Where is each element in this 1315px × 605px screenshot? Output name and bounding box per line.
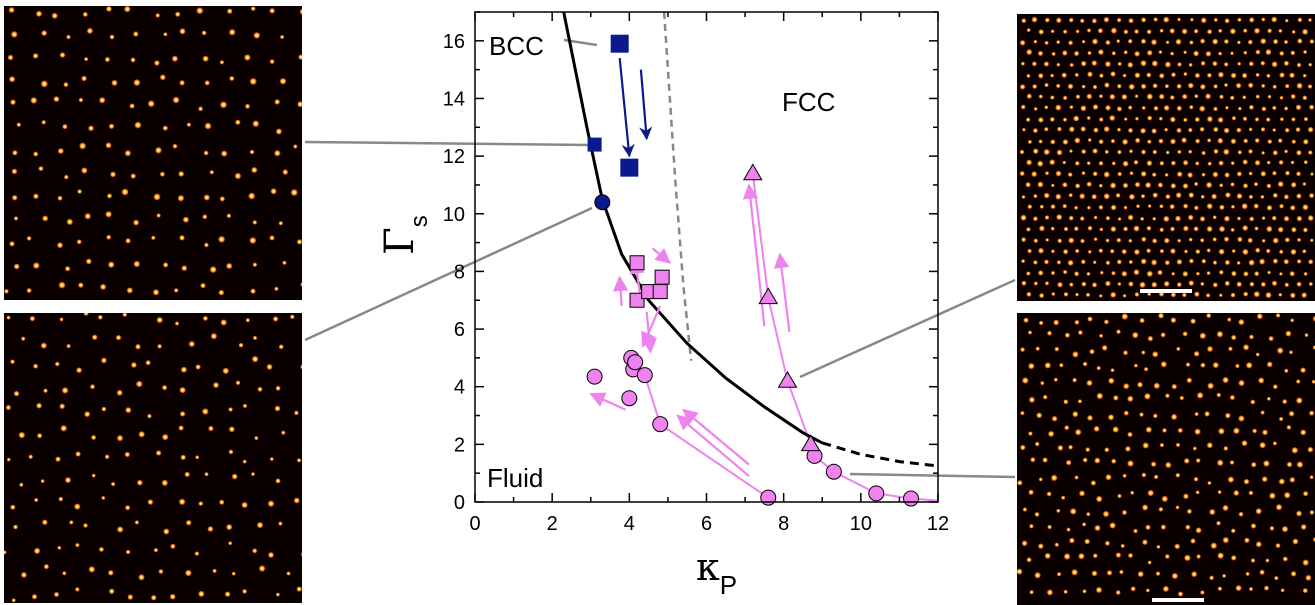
y-tick-label-4: 8 xyxy=(454,261,465,283)
leader-line-top-left xyxy=(305,142,590,145)
x-tick-label-4: 8 xyxy=(778,513,789,535)
data-point-circle-pink-4-0 xyxy=(587,369,602,384)
trend-arrow-5 xyxy=(652,248,669,262)
y-tick-label-5: 10 xyxy=(443,204,465,226)
x-axis-label: κP xyxy=(696,545,737,600)
trend-arrow-10 xyxy=(678,416,749,477)
trend-arrow-6 xyxy=(620,277,622,306)
y-axis-label-subscript: s xyxy=(406,215,433,227)
trajectory-line-1 xyxy=(633,369,768,497)
data-point-circle-pink-4-7 xyxy=(761,490,776,505)
x-tick-label-5: 10 xyxy=(850,513,872,535)
trend-arrow-1 xyxy=(641,70,647,139)
trajectory-line-0 xyxy=(753,173,938,500)
y-tick-label-0: 0 xyxy=(454,492,465,514)
data-point-square-pink-3-3 xyxy=(653,285,667,299)
data-point-triangle-pink-5-2 xyxy=(779,372,797,387)
y-tick-label-1: 2 xyxy=(454,434,465,456)
data-point-circle-pink-4-9 xyxy=(826,464,841,479)
data-point-circle-pink-4-1 xyxy=(622,391,637,406)
trend-arrow-7 xyxy=(643,306,660,346)
x-tick-label-3: 6 xyxy=(701,513,712,535)
plot-area xyxy=(564,12,938,506)
y-tick-label-6: 12 xyxy=(443,146,465,168)
leader-line-bottom-right xyxy=(850,474,1015,477)
data-point-circle-pink-4-11 xyxy=(903,491,918,506)
x-tick-label-6: 12 xyxy=(927,513,949,535)
data-point-circle-blue-2-0 xyxy=(595,195,610,210)
data-point-square-pink-3-0 xyxy=(630,256,644,270)
region-label-fluid: Fluid xyxy=(487,463,543,493)
data-point-square-pink-3-4 xyxy=(655,270,669,284)
data-point-circle-pink-4-4 xyxy=(628,355,643,370)
data-point-circle-pink-4-6 xyxy=(653,417,668,432)
leader-line-bottom-left xyxy=(305,208,592,340)
data-point-circle-pink-4-10 xyxy=(869,486,884,501)
y-tick-label-3: 6 xyxy=(454,319,465,341)
trend-arrow-3 xyxy=(780,254,790,332)
leader-lines xyxy=(305,40,1015,477)
y-tick-label-2: 4 xyxy=(454,377,465,399)
data-point-triangle-pink-5-3 xyxy=(802,435,820,450)
trend-arrow-11 xyxy=(683,410,749,465)
trend-arrow-9 xyxy=(591,394,626,410)
x-tick-label-1: 2 xyxy=(547,513,558,535)
data-point-circle-pink-4-5 xyxy=(637,368,652,383)
data-point-square-blue-1-0 xyxy=(611,35,628,52)
bcc-fcc-boundary xyxy=(664,12,691,361)
leader-line-top-right xyxy=(800,280,1015,377)
x-tick-label-0: 0 xyxy=(469,513,480,535)
y-tick-label-8: 16 xyxy=(443,31,465,53)
y-axis-label: Γs xyxy=(377,215,433,255)
data-point-square-blue-0-0 xyxy=(588,138,601,151)
x-tick-label-2: 4 xyxy=(624,513,635,535)
region-label-bcc: BCC xyxy=(489,31,544,61)
x-axis-label-subscript: P xyxy=(720,570,737,600)
data-point-square-blue-1-1 xyxy=(621,159,638,176)
melting-curve-extrapolated xyxy=(822,443,938,466)
region-label-fcc: FCC xyxy=(782,87,835,117)
data-point-triangle-pink-5-0 xyxy=(744,164,762,179)
y-tick-label-7: 14 xyxy=(443,88,465,110)
trend-arrow-0 xyxy=(620,58,630,156)
